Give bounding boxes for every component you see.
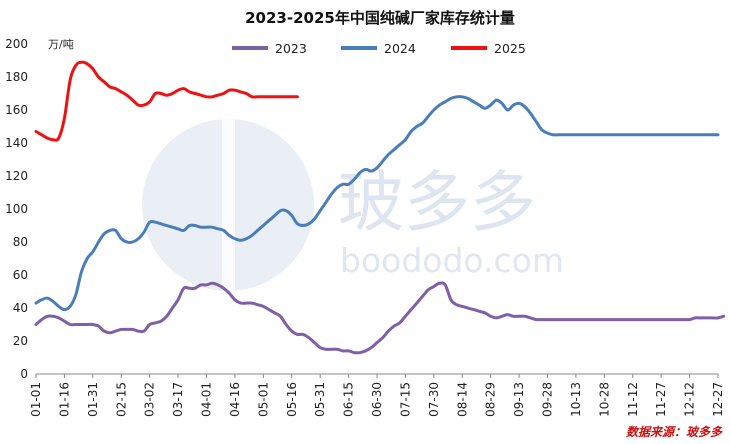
series-layer [34, 60, 726, 355]
data-source: 数据来源：玻多多 [626, 425, 723, 439]
x-tick-label: 01-01 [29, 382, 43, 417]
x-tick-label: 08-14 [455, 382, 469, 417]
legend-label-2025: 2025 [494, 41, 526, 56]
x-tick-label: 05-01 [256, 382, 270, 417]
x-tick-label: 05-16 [285, 382, 299, 417]
x-tick-label: 04-16 [228, 382, 242, 417]
x-tick-label: 05-31 [313, 382, 327, 417]
legend-label-2024: 2024 [384, 41, 416, 56]
y-tick-label: 200 [5, 37, 28, 51]
x-tick-label: 10-28 [597, 382, 611, 417]
y-tick-label: 20 [13, 334, 28, 348]
x-tick-label: 06-30 [370, 382, 384, 417]
x-tick-label: 02-15 [114, 382, 128, 417]
y-tick-label: 60 [13, 268, 28, 282]
x-tick-label: 12-12 [683, 382, 697, 417]
y-tick-label: 100 [5, 202, 28, 216]
y-tick-label: 120 [5, 169, 28, 183]
y-tick-label: 160 [5, 103, 28, 117]
y-tick-label: 40 [13, 301, 28, 315]
x-tick-label: 09-13 [512, 382, 526, 417]
series-line-2025 [34, 60, 299, 142]
x-tick-label: 04-01 [200, 382, 214, 417]
x-tick-label: 11-12 [626, 382, 640, 417]
x-tick-label: 07-30 [427, 382, 441, 417]
x-tick-label: 01-16 [57, 382, 71, 417]
x-tick-label: 10-13 [569, 382, 583, 417]
legend: 2023 2024 2025 [232, 41, 526, 56]
x-tick-label: 06-15 [342, 382, 356, 417]
chart-title: 2023-2025年中国纯碱厂家库存统计量 [245, 9, 515, 27]
series-line-2024 [34, 95, 720, 312]
y-axis-ticks: 0 20 40 60 80 100 120 140 160 180 200 [5, 37, 28, 381]
x-tick-label: 03-17 [171, 382, 185, 417]
legend-label-2023: 2023 [275, 41, 307, 56]
y-axis-unit: 万/吨 [48, 38, 74, 51]
x-tick-label: 08-29 [484, 382, 498, 417]
watermark-brand-cn: 玻多多 [338, 164, 536, 241]
watermark-brand-en: boododo.com [340, 241, 564, 280]
x-tick-label: 01-31 [86, 382, 100, 417]
y-tick-label: 140 [5, 136, 28, 150]
x-tick-label: 12-27 [711, 382, 725, 417]
x-axis-ticks: 01-01 01-16 01-31 02-15 03-02 03-17 04-01 04-16… [29, 374, 725, 417]
x-tick-label: 03-02 [143, 382, 157, 417]
y-tick-label: 180 [5, 70, 28, 84]
y-tick-label: 80 [13, 235, 28, 249]
watermark-logo-bar [222, 119, 235, 291]
watermark: 玻多多 boododo.com [142, 119, 564, 291]
x-tick-label: 11-27 [654, 382, 668, 417]
x-tick-label: 07-15 [398, 382, 412, 417]
x-tick-label: 09-28 [541, 382, 555, 417]
y-tick-label: 0 [20, 367, 28, 381]
series-line-2023 [34, 281, 726, 355]
